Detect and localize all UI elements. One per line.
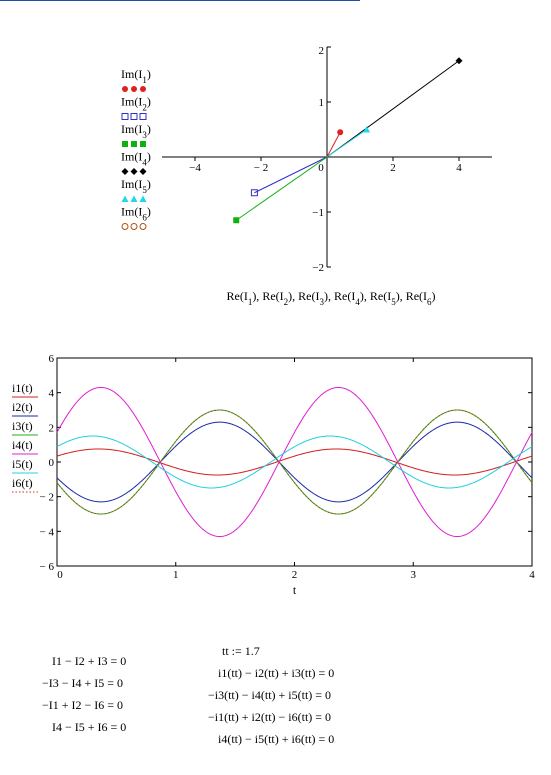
legend-marker bbox=[140, 86, 146, 92]
x-tick-label: 0 bbox=[318, 162, 324, 174]
legend-marker bbox=[121, 168, 129, 175]
legend-label: Im(I1) bbox=[121, 67, 151, 85]
legend-label: Im(I4) bbox=[121, 150, 151, 168]
phasor-line bbox=[326, 132, 341, 158]
phasor-line bbox=[326, 60, 460, 158]
x-axis-label: Re(I1), Re(I2), Re(I3), Re(I4), Re(I5), … bbox=[226, 289, 435, 307]
y-tick-label: 2 bbox=[49, 422, 55, 434]
x-tick-label: − 2 bbox=[254, 162, 268, 174]
y-tick-label: − 6 bbox=[40, 561, 55, 573]
legend-marker bbox=[139, 168, 147, 175]
equation-line: −I3 − I4 + I5 = 0 bbox=[42, 676, 124, 690]
legend-marker bbox=[130, 168, 138, 175]
y-tick-label: −1 bbox=[312, 207, 324, 219]
legend-marker bbox=[140, 141, 146, 147]
legend-label: i1(t) bbox=[12, 381, 33, 395]
kirchhoff-equations: I1 − I2 + I3 = 0 −I3 − I4 + I5 = 0 −I1 +… bbox=[42, 650, 126, 738]
time-equations: tt := 1.7 i1(tt) − i2(tt) + i3(tt) = 0 −… bbox=[208, 640, 334, 750]
time-chart: 0 1 2 3 4 − 6 − 4 − 2 0 2 4 6 i1(t) i2(t) i3(t) i4(t) i5… bbox=[12, 353, 535, 597]
phasor-point bbox=[250, 189, 258, 197]
series-line bbox=[56, 386, 533, 538]
y-tick-label: 1 bbox=[319, 97, 325, 109]
plot-frame bbox=[56, 357, 533, 567]
equation-line: i4(tt) − i5(tt) + i6(tt) = 0 bbox=[218, 732, 335, 746]
equation-line: I1 − I2 + I3 = 0 bbox=[52, 654, 127, 668]
phasor-point bbox=[337, 129, 344, 136]
phasor-chart: −4 − 2 0 2 4 −2 −1 1 2 Im(I1) Im(I2) Im(I3) Im(I4) Im… bbox=[121, 45, 492, 307]
x-tick-label: −4 bbox=[189, 162, 201, 174]
legend-marker bbox=[121, 223, 129, 230]
y-tick-label: 2 bbox=[319, 45, 325, 57]
legend-marker bbox=[139, 113, 147, 120]
y-tick-label: − 4 bbox=[40, 526, 55, 538]
y-tick-label: 6 bbox=[49, 353, 55, 365]
equation-line: −I1 + I2 − I6 = 0 bbox=[42, 698, 124, 712]
legend-marker bbox=[130, 113, 138, 120]
legend-label: i4(t) bbox=[12, 438, 33, 452]
x-tick-label: 4 bbox=[456, 162, 462, 174]
phasor-point bbox=[363, 126, 371, 133]
series-line bbox=[56, 421, 533, 503]
x-axis-label: t bbox=[293, 583, 297, 597]
equation-line: −i1(tt) + i2(tt) − i6(tt) = 0 bbox=[208, 710, 332, 724]
phasor-point bbox=[455, 57, 463, 65]
legend-label: Im(I2) bbox=[121, 95, 151, 113]
legend-label: i6(t) bbox=[12, 476, 33, 490]
series-line bbox=[56, 448, 533, 476]
x-tick-label: 2 bbox=[390, 162, 396, 174]
equation-line: −i3(tt) − i4(tt) + i5(tt) = 0 bbox=[208, 688, 332, 702]
y-tick-label: − 2 bbox=[40, 492, 54, 504]
legend-marker bbox=[121, 113, 129, 120]
series-line bbox=[56, 409, 533, 515]
phasor-point bbox=[233, 217, 240, 224]
legend-label: Im(I6) bbox=[121, 205, 151, 223]
tt-definition: tt := 1.7 bbox=[222, 644, 260, 658]
y-tick-label: 4 bbox=[49, 388, 55, 400]
legend-marker bbox=[139, 223, 147, 230]
equation-line: I4 − I5 + I6 = 0 bbox=[52, 720, 127, 734]
legend-label: i2(t) bbox=[12, 400, 33, 414]
phasor-line bbox=[235, 156, 328, 221]
x-tick-label: 1 bbox=[173, 569, 179, 581]
legend-label: Im(I5) bbox=[121, 177, 151, 195]
legend-marker bbox=[122, 86, 128, 92]
legend-marker bbox=[131, 86, 137, 92]
phasor-line bbox=[326, 129, 367, 158]
legend-marker bbox=[130, 223, 138, 230]
legend-marker bbox=[122, 141, 128, 147]
legend-label: i5(t) bbox=[12, 457, 33, 471]
y-tick-label: −2 bbox=[312, 262, 324, 274]
y-tick-label: 0 bbox=[49, 457, 55, 469]
series-line bbox=[56, 409, 533, 515]
x-tick-label: 3 bbox=[411, 569, 417, 581]
series-line bbox=[56, 435, 533, 489]
legend-label: i3(t) bbox=[12, 419, 33, 433]
top-rule bbox=[0, 0, 360, 1]
legend-marker bbox=[139, 195, 147, 202]
legend-label: Im(I3) bbox=[121, 122, 151, 140]
x-tick-label: 2 bbox=[292, 569, 298, 581]
legend-marker bbox=[121, 195, 129, 202]
legend-marker bbox=[131, 141, 137, 147]
equation-line: i1(tt) − i2(tt) + i3(tt) = 0 bbox=[218, 666, 335, 680]
x-tick-label: 0 bbox=[57, 569, 63, 581]
x-tick-label: 4 bbox=[529, 569, 535, 581]
legend-marker bbox=[130, 195, 138, 202]
phasor-line bbox=[254, 156, 328, 194]
